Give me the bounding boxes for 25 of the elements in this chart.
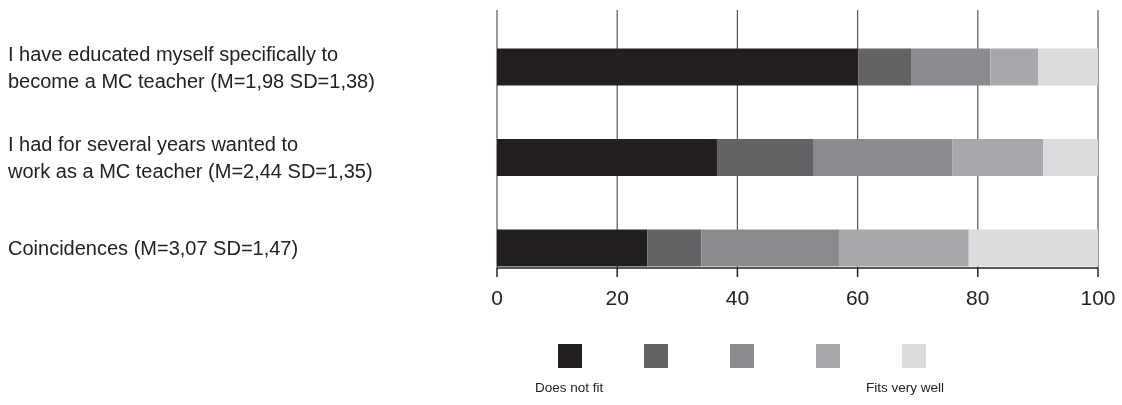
x-tick-label: 60	[845, 286, 870, 309]
bar	[1038, 48, 1098, 86]
bar	[968, 229, 1098, 267]
bar	[858, 48, 912, 86]
y-tick-label: I had for several years wanted to work as a MC teacher (M=2,44 SD=1,35)	[7, 133, 373, 182]
x-tick-label: 0	[491, 286, 503, 309]
bar	[497, 139, 717, 176]
bar	[716, 139, 814, 176]
bar	[911, 48, 991, 86]
bar	[813, 139, 953, 176]
bar	[647, 229, 702, 267]
x-tick-label: 40	[725, 286, 750, 309]
x-tick-label: 100	[1080, 286, 1116, 309]
y-tick-label: I have educated myself specifically to become a MC teacher (M=1,98 SD=1,38)	[8, 42, 375, 92]
bar	[701, 229, 839, 267]
y-tick-label: Coincidences (M=3,07 SD=1,47)	[8, 237, 299, 259]
x-tick-label: 20	[605, 286, 629, 309]
bar	[1043, 139, 1098, 176]
bar	[990, 48, 1039, 86]
bar	[952, 139, 1044, 176]
legend-label: Does not fit	[535, 380, 604, 395]
bar	[838, 229, 969, 267]
x-tick-label: 80	[966, 286, 990, 309]
legend-label: Fits very well	[865, 380, 944, 395]
bar	[497, 48, 859, 86]
